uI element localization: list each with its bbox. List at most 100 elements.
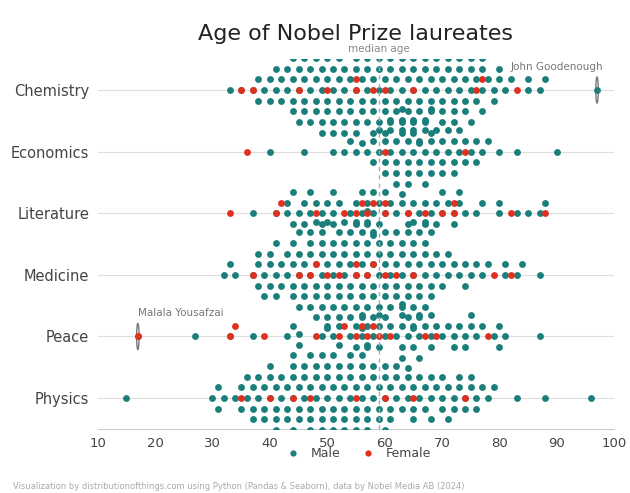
Point (282, 86, 292, 94)
Point (460, 343, 470, 351)
Point (443, 54, 453, 62)
Point (414, 97, 424, 105)
Point (425, 311, 435, 319)
Point (466, 148, 476, 156)
Point (345, 228, 355, 236)
Point (374, 118, 384, 126)
Point (374, 86, 384, 94)
Point (311, 314, 321, 321)
Point (294, 86, 304, 94)
Point (432, 65, 442, 72)
Point (368, 107, 378, 115)
Point (386, 54, 396, 62)
Point (425, 129, 435, 137)
Point (362, 332, 372, 340)
Point (477, 148, 487, 156)
Point (374, 249, 384, 257)
Point (374, 148, 384, 156)
Point (305, 352, 315, 359)
Point (380, 97, 390, 105)
Point (340, 118, 350, 126)
Point (357, 199, 367, 207)
Point (386, 118, 396, 126)
Point (259, 405, 269, 413)
Point (449, 97, 459, 105)
Point (425, 292, 435, 300)
Point (449, 220, 459, 228)
Point (311, 260, 321, 268)
Point (351, 118, 361, 126)
Point (231, 394, 241, 402)
Point (351, 249, 361, 257)
Point (380, 292, 390, 300)
Point (328, 271, 338, 279)
Point (294, 249, 304, 257)
Point (391, 271, 401, 279)
Point (362, 303, 372, 311)
Point (414, 75, 424, 83)
Point (380, 228, 390, 236)
Point (299, 362, 309, 370)
Point (351, 217, 361, 225)
Point (449, 209, 459, 217)
Point (334, 292, 344, 300)
Point (541, 394, 551, 402)
Point (368, 394, 378, 402)
Point (362, 54, 372, 62)
Point (471, 260, 481, 268)
Point (495, 343, 505, 351)
Point (270, 384, 280, 391)
Point (299, 394, 309, 402)
Point (432, 86, 442, 94)
Point (316, 303, 326, 311)
Point (219, 271, 229, 279)
Point (357, 352, 367, 359)
Point (397, 126, 407, 134)
Point (316, 220, 326, 228)
Point (449, 158, 459, 166)
Point (495, 199, 505, 207)
Point (408, 271, 418, 279)
Point (471, 75, 481, 83)
Point (259, 86, 269, 94)
Point (380, 314, 390, 321)
Point (322, 362, 332, 370)
Point (454, 384, 464, 391)
Point (380, 260, 390, 268)
Point (288, 394, 298, 402)
Point (288, 75, 298, 83)
Point (322, 107, 332, 115)
Point (425, 97, 435, 105)
Point (460, 394, 470, 402)
Point (437, 209, 447, 217)
Point (351, 239, 361, 247)
Point (322, 322, 332, 330)
Point (282, 332, 292, 340)
Point (397, 301, 407, 309)
Point (225, 332, 235, 340)
Point (420, 220, 430, 228)
Point (316, 86, 326, 94)
Point (489, 86, 499, 94)
Point (414, 169, 424, 177)
Point (391, 282, 401, 289)
Point (334, 314, 344, 321)
Point (351, 405, 361, 413)
Point (374, 416, 384, 423)
Point (311, 292, 321, 300)
Point (357, 107, 367, 115)
Point (449, 107, 459, 115)
Point (374, 303, 384, 311)
Point (294, 86, 304, 94)
Point (277, 282, 287, 289)
Point (454, 148, 464, 156)
Point (386, 86, 396, 94)
Point (443, 249, 453, 257)
Point (454, 188, 464, 196)
Point (248, 86, 258, 94)
Point (288, 426, 298, 434)
Point (294, 384, 304, 391)
Point (351, 271, 361, 279)
Point (357, 97, 367, 105)
Point (408, 303, 418, 311)
